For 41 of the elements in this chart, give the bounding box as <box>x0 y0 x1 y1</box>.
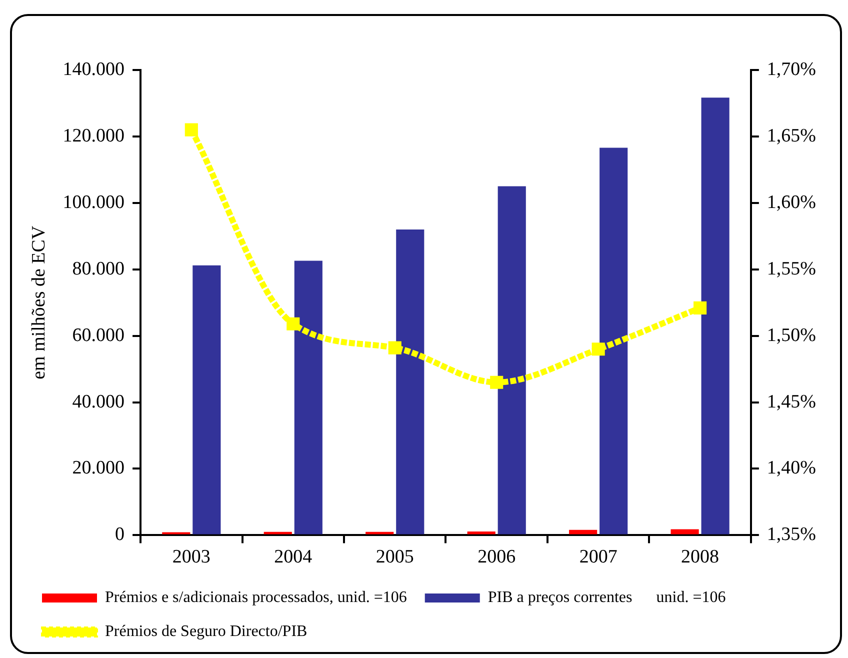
point <box>592 342 605 356</box>
point <box>184 123 198 136</box>
y2-tick-label: 1,40% <box>766 458 816 479</box>
point <box>694 301 707 314</box>
y2-tick-label: 1,65% <box>766 125 816 146</box>
bar <box>294 260 322 534</box>
bar <box>192 265 221 534</box>
point <box>286 317 300 330</box>
legend-label: Prémios e s/adicionais processados, unid. =106 <box>105 589 407 606</box>
x-tick-label: 2008 <box>681 546 720 568</box>
bar <box>396 229 424 534</box>
y-tick-label: 40.000 <box>72 391 125 412</box>
y-tick-label: 80.000 <box>72 258 125 280</box>
y-tick-label: 100.000 <box>62 192 125 213</box>
y-tick-label: 120.000 <box>62 125 125 146</box>
y2-tick-label: 1,35% <box>766 524 816 546</box>
bar <box>467 532 496 534</box>
y2-tick-label: 1,55% <box>766 258 816 280</box>
y-tick-label: 140.000 <box>62 58 125 80</box>
bar <box>498 186 526 534</box>
bar <box>600 148 628 534</box>
x-tick-label: 2003 <box>172 546 210 568</box>
y-tick-label: 60.000 <box>72 324 125 346</box>
x-tick-label: 2006 <box>478 546 516 568</box>
legend-label: PIB a preços correntes unid. =106 <box>488 589 726 606</box>
x-tick-label: 2005 <box>376 546 414 568</box>
y2-tick-label: 1,50% <box>766 324 816 346</box>
y-tick-label: 20.000 <box>72 458 125 479</box>
x-tick-label: 2004 <box>274 546 313 568</box>
legend-label: Prémios de Seguro Directo/PIB <box>105 623 308 640</box>
bar <box>569 530 598 534</box>
bar <box>670 529 699 534</box>
point <box>490 376 504 389</box>
point <box>388 341 402 354</box>
bar <box>701 98 730 534</box>
y2-tick-label: 1,70% <box>766 58 816 80</box>
y2-tick-label: 1,60% <box>766 192 816 213</box>
y-tick-label: 0 <box>115 524 125 546</box>
y-axis-title: em milhões de ECV <box>28 226 50 380</box>
x-tick-label: 2007 <box>579 546 618 568</box>
y2-tick-label: 1,45% <box>766 391 816 412</box>
